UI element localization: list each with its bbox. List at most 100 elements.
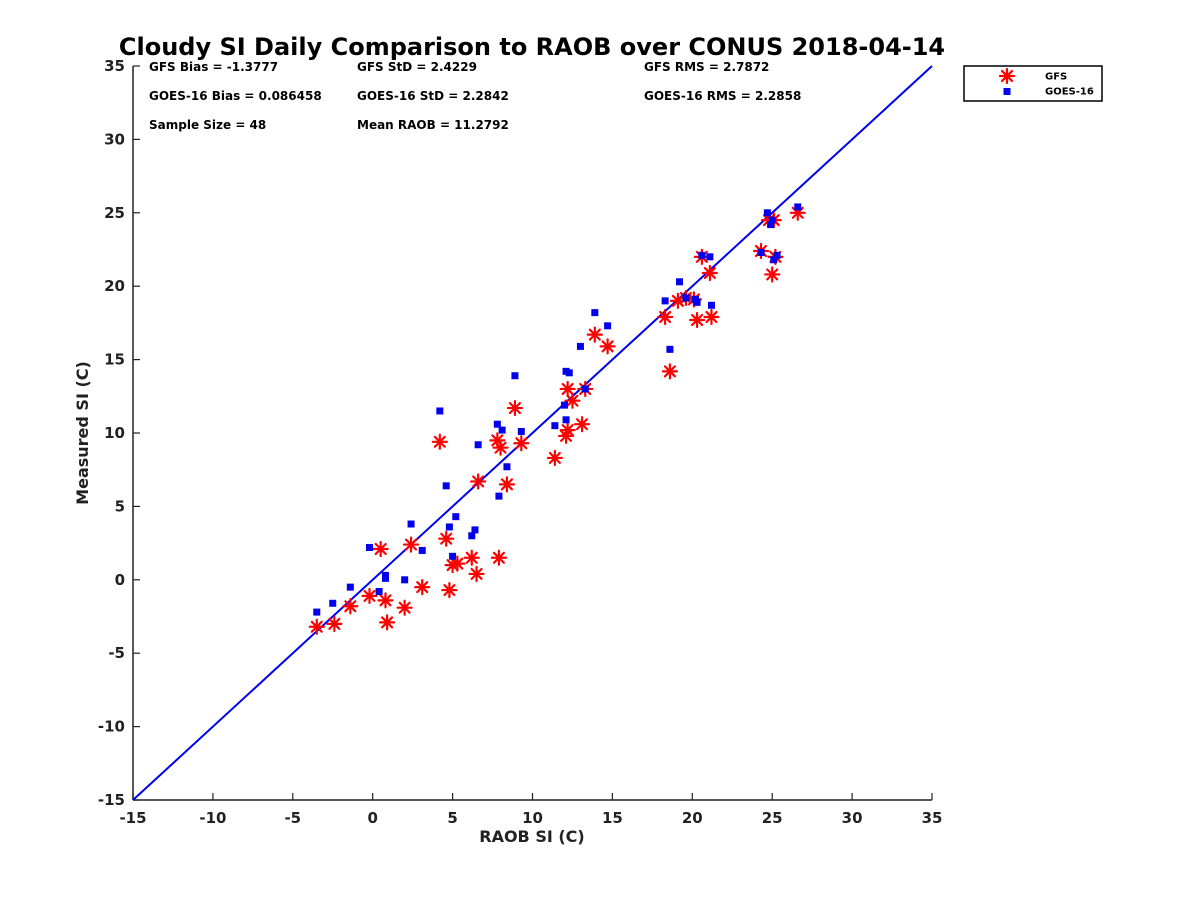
goes-16-point (313, 608, 321, 616)
gfs-point (546, 449, 563, 467)
gfs-point (396, 599, 413, 616)
goes-16-point (565, 369, 573, 377)
goes-16-point (503, 463, 511, 471)
stat-label: GOES-16 StD = 2.2842 (357, 89, 509, 103)
reference-line-group (132, 65, 933, 801)
gfs-point (470, 473, 487, 490)
stat-label: Mean RAOB = 11.2792 (357, 118, 509, 132)
y-tick-label: 0 (115, 571, 125, 589)
gfs-point (573, 416, 591, 433)
x-tick-label: -15 (119, 809, 146, 827)
gfs-point (701, 264, 718, 282)
gfs-point (431, 433, 448, 450)
statistics-annotations: GFS Bias = -1.3777 GFS StD = 2.4229 GFS RM… (149, 60, 801, 132)
goes-16-point (763, 209, 771, 217)
gfs-point (506, 399, 524, 417)
x-tick-label: 0 (367, 809, 377, 827)
legend-marker-gfs (998, 67, 1016, 85)
legend-label-goes-16: GOES-16 (1045, 87, 1094, 98)
chart-title: Cloudy SI Daily Comparison to RAOB over … (119, 33, 945, 61)
legend-box (963, 65, 1103, 102)
gfs-point (564, 392, 581, 409)
y-tick-label: 20 (104, 277, 125, 295)
goes-16-point (381, 571, 389, 579)
gfs-point (342, 598, 359, 615)
gfs-point (599, 338, 616, 355)
y-tick-label: 10 (104, 424, 125, 442)
gfs-point (468, 565, 485, 583)
goes-16-point (407, 520, 415, 528)
stat-label: GOES-16 RMS = 2.2858 (644, 89, 801, 103)
y-tick-label: 25 (104, 204, 125, 222)
goes-16-point (581, 385, 589, 393)
gfs-point (661, 363, 679, 380)
y-tick-label: 5 (115, 497, 125, 515)
series-goes-16 (313, 203, 802, 616)
goes-16-point (794, 203, 802, 211)
gfs-point (377, 592, 394, 609)
gfs-point (449, 555, 466, 572)
gfs-point (308, 618, 325, 635)
goes-16-point (418, 546, 426, 554)
stat-label: GFS Bias = -1.3777 (149, 60, 278, 74)
x-tick-label: 35 (922, 809, 943, 827)
goes-16-point (495, 492, 503, 500)
goes-16-point (442, 482, 450, 490)
goes-16-point (767, 221, 775, 229)
goes-16-point (757, 248, 765, 256)
gfs-point (372, 540, 389, 558)
goes-16-point (511, 372, 519, 380)
goes-16-point (452, 513, 460, 521)
goes-16-point (346, 583, 354, 591)
goes-16-point (375, 588, 383, 596)
goes-16-point (773, 251, 781, 259)
y-tick-label: -5 (108, 644, 125, 662)
gfs-point (441, 581, 458, 599)
goes-16-point (604, 322, 612, 330)
goes-16-point (706, 253, 714, 261)
goes-16-point (474, 441, 482, 449)
plot-axes: -15 -10 -5 0 5 10 15 20 25 30 35 -15 -10 -5 0 5 10 15 20 25… (98, 57, 943, 827)
gfs-point (559, 380, 576, 398)
x-axis-label: RAOB SI (C) (479, 827, 584, 846)
y-tick-label: 35 (104, 57, 125, 75)
stat-label: GOES-16 Bias = 0.086458 (149, 89, 322, 103)
x-tick-label: 10 (522, 809, 543, 827)
x-tick-label: -5 (284, 809, 301, 827)
y-tick-label: -10 (98, 718, 125, 736)
gfs-point (703, 308, 720, 326)
goes-16-point (493, 420, 501, 428)
goes-16-point (661, 297, 669, 305)
y-axis-label: Measured SI (C) (73, 361, 92, 505)
goes-16-point (576, 342, 584, 350)
goes-16-point (517, 428, 525, 436)
x-tick-label: 20 (682, 809, 703, 827)
gfs-point (326, 615, 343, 632)
gfs-point (438, 530, 455, 547)
gfs-point (764, 266, 781, 283)
stat-label: Sample Size = 48 (149, 118, 266, 132)
goes-16-point (768, 216, 776, 224)
gfs-point (688, 311, 706, 329)
data-points (308, 203, 806, 635)
gfs-point (378, 614, 396, 631)
legend: GFS GOES-16 (963, 65, 1103, 102)
gfs-point (559, 421, 576, 439)
legend-marker-goes-16 (1003, 88, 1011, 95)
gfs-point (402, 536, 420, 553)
one-to-one-line (132, 65, 933, 801)
goes-16-point (366, 544, 374, 552)
gfs-point (492, 439, 509, 456)
goes-16-point (468, 532, 476, 540)
gfs-point (513, 435, 530, 452)
x-tick-label: 5 (447, 809, 457, 827)
gfs-point (657, 308, 674, 326)
goes-16-point (693, 298, 701, 306)
goes-16-point (498, 426, 506, 434)
goes-16-point (682, 294, 690, 302)
goes-16-point (562, 416, 570, 424)
goes-16-point (698, 251, 706, 259)
goes-16-point (591, 309, 599, 317)
goes-16-point (449, 552, 457, 560)
